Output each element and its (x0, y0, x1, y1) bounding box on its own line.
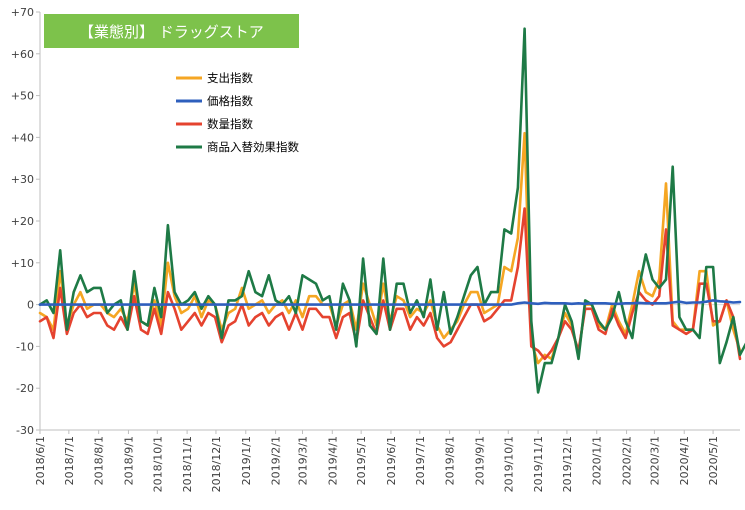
x-tick-label: 2019/2/1 (270, 436, 283, 485)
x-tick-label: 2020/3/1 (648, 436, 661, 485)
y-tick-label: +30 (11, 173, 34, 186)
x-tick-label: 2019/5/1 (355, 436, 368, 485)
x-tick-label: 2018/12/1 (210, 436, 223, 492)
x-tick-label: 2019/12/1 (561, 436, 574, 492)
y-tick-label: +50 (11, 90, 34, 103)
x-tick-label: 2020/2/1 (621, 436, 634, 485)
x-tick-label: 2019/10/1 (502, 436, 515, 492)
series-line-3 (38, 27, 745, 394)
legend-background (170, 66, 310, 158)
chart-axes: -30 -20 -10 0 +10 +20 +30 +40 +50 +60 +70 2018/6/1 2… (11, 6, 740, 492)
x-tick-label: 2018/10/1 (151, 436, 164, 492)
x-tick-label: 2020/1/1 (591, 436, 604, 485)
x-tick-label: 2019/3/1 (297, 436, 310, 485)
x-tick-label: 2018/8/1 (93, 436, 106, 485)
chart-series (38, 27, 745, 394)
x-tick-label: 2019/1/1 (240, 436, 253, 485)
x-tick-label: 2019/11/1 (532, 436, 545, 492)
x-tick-label: 2019/4/1 (326, 436, 339, 485)
x-tick-label: 2019/8/1 (444, 436, 457, 485)
x-tick-label: 2019/7/1 (414, 436, 427, 485)
x-tick-label: 2019/6/1 (385, 436, 398, 485)
y-tick-label: +40 (11, 131, 34, 144)
legend-label: 商品入替効果指数 (207, 140, 299, 154)
y-tick-label: +10 (11, 257, 34, 270)
y-tick-label: -20 (16, 382, 34, 395)
x-tick-label: 2018/6/1 (34, 436, 47, 485)
y-tick-label: +60 (11, 48, 34, 61)
x-tick-label: 2018/9/1 (122, 436, 135, 485)
chart-title-background (44, 14, 299, 48)
chart-title-box: 【業態別】 ドラッグストア (44, 14, 299, 48)
x-tick-label: 2019/9/1 (473, 436, 486, 485)
legend-label: 価格指数 (207, 94, 253, 108)
y-tick-label: -30 (16, 424, 34, 437)
legend-label: 数量指数 (207, 117, 253, 131)
x-tick-label: 2020/4/1 (678, 436, 691, 485)
x-tick-label: 2018/11/1 (181, 436, 194, 492)
series-line-1 (38, 299, 742, 306)
y-tick-label: +70 (11, 6, 34, 19)
chart-title: 【業態別】 ドラッグストア (79, 23, 264, 41)
x-tick-label: 2018/7/1 (63, 436, 76, 485)
x-tick-label: 2020/5/1 (707, 436, 720, 485)
y-tick-label: 0 (27, 299, 34, 312)
y-tick-label: +20 (11, 215, 34, 228)
series-line-2 (38, 207, 742, 361)
y-tick-label: -10 (16, 340, 34, 353)
legend-label: 支出指数 (207, 71, 253, 85)
